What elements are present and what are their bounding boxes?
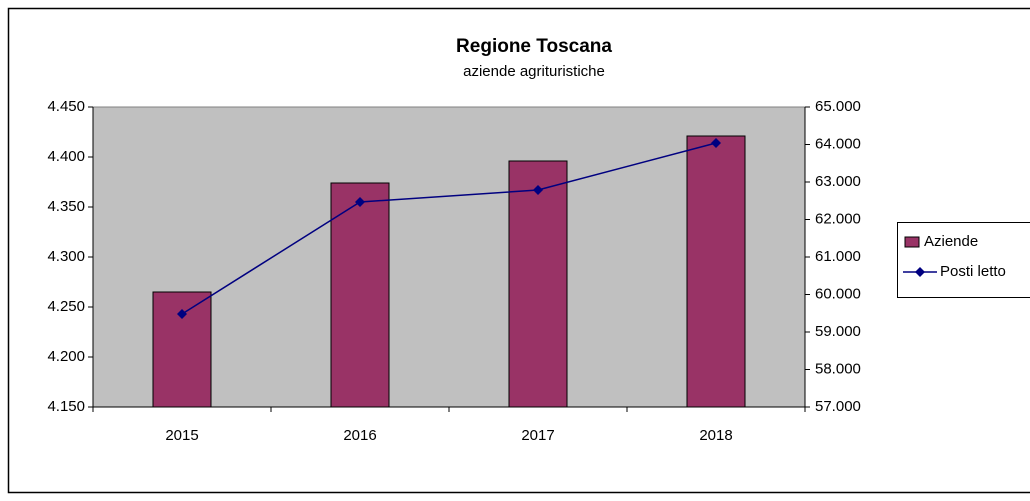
bar: [686, 135, 746, 408]
y2-tick-label: 64.000: [815, 135, 861, 152]
y2-tick-label: 59.000: [815, 323, 861, 340]
y2-tick-label: 57.000: [815, 398, 861, 415]
x-tick-label: 2016: [343, 427, 376, 444]
legend-swatch: [904, 236, 920, 248]
plot-area: [92, 106, 806, 408]
y-tick-label: 4.150: [47, 398, 85, 415]
y-tick-label: 4.250: [47, 298, 85, 315]
y-tick-label: 4.200: [47, 348, 85, 365]
y-tick-label: 4.300: [47, 248, 85, 265]
bar: [508, 160, 568, 408]
x-tick-label: 2018: [699, 427, 732, 444]
line: [181, 142, 717, 315]
y2-tick-label: 58.000: [815, 360, 861, 377]
y2-tick-label: 62.000: [815, 210, 861, 227]
y2-tick-label: 63.000: [815, 173, 861, 190]
legend-label: Aziende: [924, 233, 978, 250]
legend-marker: [915, 267, 925, 277]
chart-title: Regione Toscana: [456, 36, 612, 57]
y2-tick-label: 61.000: [815, 248, 861, 265]
y2-tick-label: 60.000: [815, 285, 861, 302]
marker: [533, 184, 543, 195]
legend-label: Posti letto: [940, 263, 1006, 280]
legend-box: [897, 222, 1030, 298]
x-tick-label: 2015: [165, 427, 198, 444]
y-tick-label: 4.400: [47, 148, 85, 165]
y-tick-label: 4.350: [47, 198, 85, 215]
marker: [355, 196, 365, 207]
marker: [711, 138, 721, 148]
bar: [330, 182, 390, 408]
marker: [177, 309, 187, 319]
y2-tick-label: 65.000: [815, 98, 861, 115]
chart-subtitle: aziende agrituristiche: [463, 63, 605, 80]
x-tick-label: 2017: [521, 427, 554, 444]
y-tick-label: 4.450: [47, 98, 85, 115]
